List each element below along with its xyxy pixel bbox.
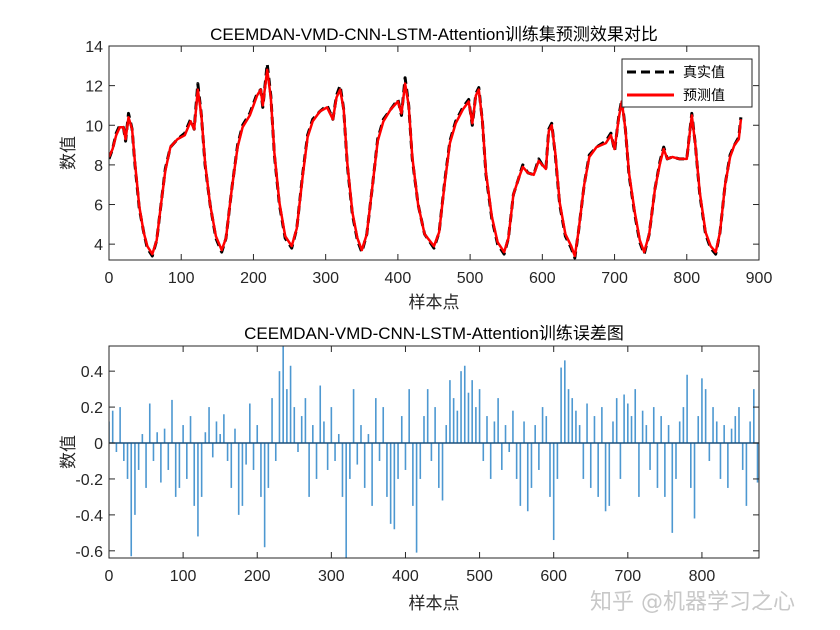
x-tick-label: 900 xyxy=(746,270,773,287)
y-tick-label: 4 xyxy=(94,237,103,254)
x-tick-label: 200 xyxy=(240,270,267,287)
legend-box xyxy=(621,58,753,108)
x-tick-label: 400 xyxy=(385,270,412,287)
y-tick-label: 0.4 xyxy=(81,364,103,381)
x-tick-label: 600 xyxy=(540,568,567,585)
watermark: 知乎 @机器学习之心 xyxy=(590,590,795,615)
x-tick-label: 700 xyxy=(614,568,641,585)
x-tick-label: 0 xyxy=(105,568,114,585)
x-tick-label: 100 xyxy=(168,270,195,287)
y-tick-label: -0.4 xyxy=(75,508,103,525)
x-axis-label: 样本点 xyxy=(409,594,460,614)
y-tick-label: 6 xyxy=(94,198,103,215)
x-tick-label: 700 xyxy=(601,270,628,287)
x-tick-label: 500 xyxy=(457,270,484,287)
y-tick-label: 14 xyxy=(85,39,103,56)
chart-title: CEEMDAN-VMD-CNN-LSTM-Attention训练集预测效果对比 xyxy=(210,25,658,44)
y-tick-label: -0.6 xyxy=(75,544,103,561)
y-tick-label: 0.2 xyxy=(81,400,103,417)
y-axis-label: 数值 xyxy=(59,136,79,170)
x-tick-label: 500 xyxy=(466,568,493,585)
x-tick-label: 800 xyxy=(673,270,700,287)
axes-box xyxy=(108,345,760,559)
x-tick-label: 800 xyxy=(689,568,716,585)
x-axis-label: 样本点 xyxy=(409,293,460,313)
chart-title: CEEMDAN-VMD-CNN-LSTM-Attention训练误差图 xyxy=(244,324,624,343)
x-tick-label: 600 xyxy=(529,270,556,287)
x-tick-label: 300 xyxy=(318,568,345,585)
y-tick-label: 8 xyxy=(94,158,103,175)
y-tick-label: -0.2 xyxy=(75,472,103,489)
y-tick-label: 12 xyxy=(85,79,103,96)
y-axis-label: 数值 xyxy=(59,435,79,469)
x-tick-label: 400 xyxy=(392,568,419,585)
x-tick-label: 300 xyxy=(312,270,339,287)
plot-area xyxy=(109,62,743,260)
axes-2: 0 100 200 300 400 500 600 700 800 -0.6 -0.4 -0.2 0 0.… xyxy=(59,324,760,614)
plot-area xyxy=(109,346,759,558)
y-tick-label: 0 xyxy=(94,436,103,453)
series-line-predicted xyxy=(109,68,743,258)
x-tick-label: 200 xyxy=(244,568,271,585)
legend-label: 预测值 xyxy=(683,88,725,104)
axes-1: 0 100 200 300 400 500 600 700 800 900 4 6 8 10 12 14 CEE… xyxy=(59,25,772,313)
x-tick-label: 100 xyxy=(170,568,197,585)
x-tick-label: 0 xyxy=(105,270,114,287)
axes-box xyxy=(108,45,760,261)
y-tick-label: 10 xyxy=(85,118,103,135)
legend-label: 真实值 xyxy=(683,65,725,81)
